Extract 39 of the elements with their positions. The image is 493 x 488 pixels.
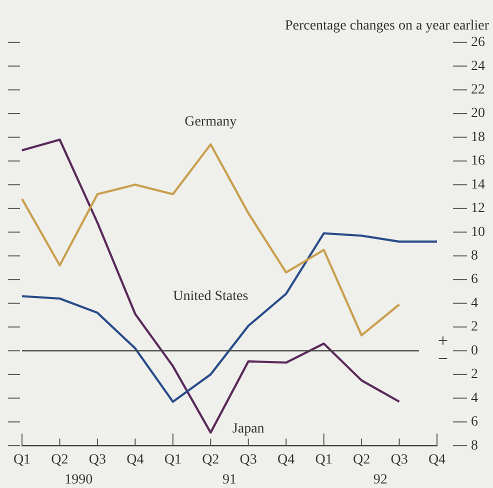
x-tick-label: Q2 <box>202 452 220 468</box>
y-tick-label: 0 <box>471 343 478 358</box>
y-tick-label: 2 <box>471 367 478 382</box>
text: 91 <box>222 472 236 488</box>
y-tick-label: 6 <box>471 272 478 288</box>
x-tick-label: Q3 <box>88 452 106 468</box>
x-tick-label: Q2 <box>51 452 68 468</box>
y-tick-label: 12 <box>471 201 485 216</box>
y-tick-label: 22 <box>471 82 485 98</box>
y-tick-label: 14 <box>471 177 485 192</box>
x-tick-label: Q4 <box>278 452 295 468</box>
y-tick-label: 18 <box>471 130 485 145</box>
y-tick-label: 8 <box>471 248 478 264</box>
x-tick-label: Q4 <box>428 452 446 468</box>
x-tick-label: Q3 <box>390 452 408 468</box>
y-tick-label: 8 <box>471 438 478 454</box>
text: + <box>438 330 448 350</box>
series-label: United States <box>173 288 248 304</box>
y-tick-label: 6 <box>471 414 478 430</box>
x-tick-label: Q3 <box>240 452 257 468</box>
y-tick-label: 26 <box>471 35 485 50</box>
x-tick-label: Q1 <box>13 452 31 468</box>
y-axis-title: Percentage changes on a year earlier <box>284 18 490 34</box>
text: 1990 <box>64 472 93 488</box>
x-tick-label: Q1 <box>315 452 332 468</box>
y-tick-label: 4 <box>471 390 478 406</box>
y-tick-label: 16 <box>471 154 485 169</box>
series-label: Germany <box>184 114 237 130</box>
x-tick-label: Q4 <box>126 452 144 468</box>
y-tick-label: 24 <box>471 58 485 74</box>
text: − <box>438 348 448 368</box>
y-tick-label: 10 <box>471 224 485 240</box>
series-label: Japan <box>232 422 264 437</box>
x-tick-label: Q2 <box>352 452 370 468</box>
y-tick-label: 20 <box>471 106 485 122</box>
y-tick-label: 2 <box>471 320 478 335</box>
text: 92 <box>373 472 388 488</box>
x-tick-label: Q1 <box>164 452 182 468</box>
y-tick-label: 4 <box>471 296 478 311</box>
